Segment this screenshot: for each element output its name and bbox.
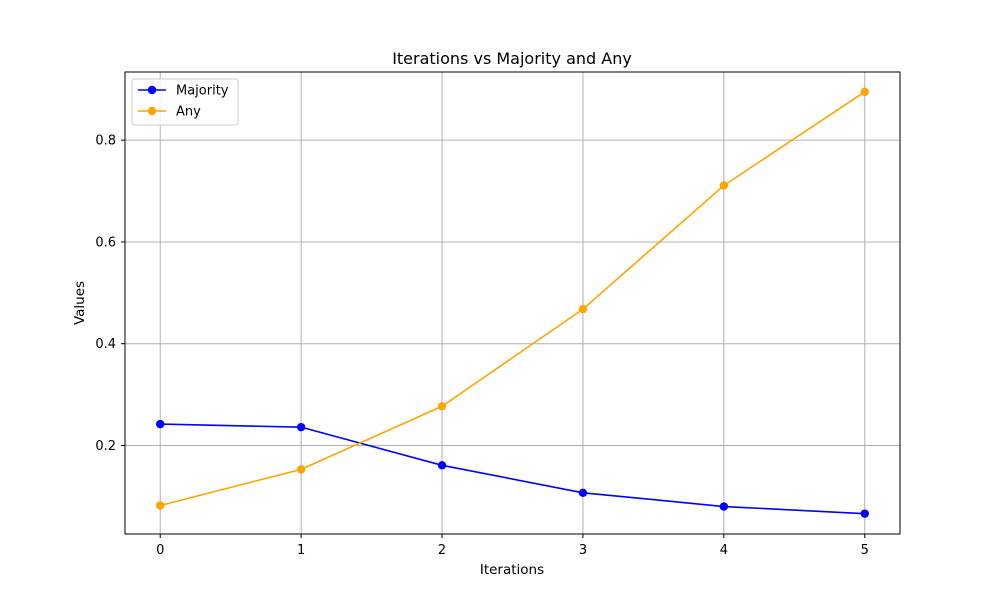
y-tick-label: 0.2 xyxy=(95,439,116,454)
data-point-any xyxy=(860,87,869,97)
y-tick-label: 0.4 xyxy=(95,337,116,352)
series-layer xyxy=(156,87,869,518)
axis-ticks: 0 1 2 3 4 5 0.2 0.4 0.6 0.8 xyxy=(95,134,869,558)
x-tick-label: 0 xyxy=(156,543,164,558)
x-tick-label: 3 xyxy=(579,543,587,558)
data-point-any xyxy=(578,304,588,314)
y-tick-label: 0.6 xyxy=(95,235,116,250)
data-point-majority xyxy=(296,422,306,432)
legend-label-majority: Majority xyxy=(176,84,229,99)
data-point-majority xyxy=(578,488,588,497)
series-any xyxy=(156,87,869,510)
data-point-majority xyxy=(437,461,447,470)
legend-marker-any xyxy=(147,106,157,116)
x-tick-label: 5 xyxy=(861,543,869,558)
plot-frame xyxy=(124,71,901,535)
x-axis-title: Iterations xyxy=(480,562,544,578)
x-tick-label: 2 xyxy=(438,543,446,558)
data-point-any xyxy=(296,465,306,474)
x-tick-label: 4 xyxy=(720,543,728,558)
data-point-any xyxy=(156,501,165,510)
legend: Majority Any xyxy=(131,78,239,126)
legend-marker-majority xyxy=(147,85,157,95)
series-line-majority xyxy=(160,423,865,515)
series-line-any xyxy=(160,91,866,507)
data-point-majority xyxy=(156,419,165,429)
data-point-any xyxy=(437,402,447,411)
y-axis-title: Values xyxy=(72,281,88,325)
data-point-majority xyxy=(719,502,729,511)
grid xyxy=(125,72,900,534)
chart-title: Iterations vs Majority and Any xyxy=(392,49,632,68)
y-tick-label: 0.8 xyxy=(95,134,116,149)
legend-label-any: Any xyxy=(176,105,201,120)
series-majority xyxy=(156,419,869,518)
x-tick-label: 1 xyxy=(297,543,305,558)
data-point-majority xyxy=(860,509,869,518)
data-point-any xyxy=(719,181,729,190)
